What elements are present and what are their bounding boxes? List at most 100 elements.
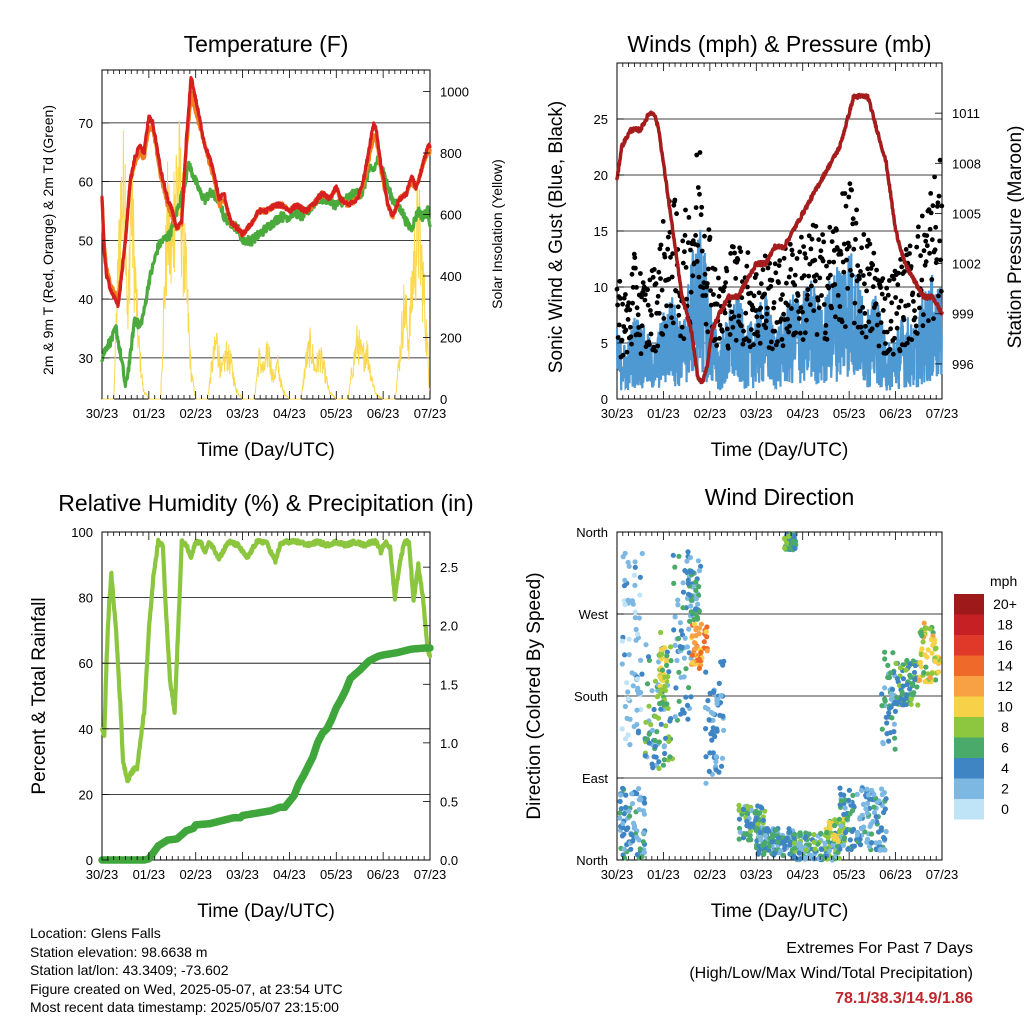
gust-point	[803, 255, 809, 261]
gust-point	[649, 312, 654, 318]
direction-point	[921, 620, 927, 626]
direction-point	[882, 696, 888, 702]
speed-legend-swatch	[954, 676, 984, 697]
temperature-y2-tick-label: 200	[440, 331, 462, 346]
direction-point	[631, 572, 638, 578]
gust-point	[646, 342, 652, 347]
gust-point	[750, 305, 756, 310]
direction-point	[645, 654, 652, 660]
gust-point	[796, 309, 801, 314]
direction-point	[827, 825, 833, 831]
gust-point	[731, 244, 736, 250]
gust-point	[809, 236, 815, 242]
gust-point	[778, 297, 784, 302]
gust-point	[800, 337, 806, 342]
direction-point	[661, 674, 667, 680]
gust-point	[857, 276, 862, 282]
gust-point	[815, 297, 821, 303]
direction-point	[908, 696, 914, 702]
winds-y2-tick-label: 1002	[952, 257, 981, 272]
direction-point	[636, 807, 642, 813]
direction-point	[858, 787, 865, 794]
direction-point	[826, 848, 833, 854]
direction-point	[636, 615, 642, 621]
direction-point	[922, 652, 928, 658]
gust-point	[733, 276, 739, 281]
extremes-block: Extremes For Past 7 Days (High/Low/Max W…	[689, 936, 973, 1011]
direction-point	[675, 597, 681, 603]
wind-direction-x-tick-label: 04/23	[786, 867, 819, 882]
direction-point	[666, 669, 672, 675]
direction-point	[658, 706, 664, 712]
extremes-values: 78.1/38.3/14.9/1.86	[835, 990, 973, 1007]
gust-point	[763, 318, 769, 324]
gust-point	[793, 330, 799, 336]
gust-point	[651, 344, 657, 350]
winds-y-tick-label: 15	[594, 224, 608, 239]
wind-direction-x-axis-label: Time (Day/UTC)	[711, 901, 849, 922]
direction-point	[684, 702, 691, 709]
direction-point	[632, 559, 638, 565]
direction-point	[709, 737, 715, 743]
direction-point	[857, 836, 863, 842]
humidity-y-tick-label: 0	[86, 853, 93, 868]
direction-point	[659, 651, 665, 657]
gust-point	[858, 269, 863, 274]
direction-point	[618, 792, 624, 798]
gust-point	[776, 280, 781, 286]
temperature-y-tick-label: 30	[79, 351, 93, 366]
gust-point	[686, 215, 692, 220]
humidity-y2-tick-label: 1.0	[440, 736, 458, 751]
direction-point	[782, 545, 788, 551]
gust-point	[801, 244, 806, 250]
gust-point	[794, 298, 799, 304]
humidity-y2-tick-label: 1.5	[440, 677, 458, 692]
gust-point	[619, 337, 625, 343]
gust-point	[795, 293, 801, 298]
gust-point	[923, 238, 929, 244]
gust-point	[712, 267, 718, 272]
direction-point	[652, 737, 658, 744]
gust-point	[683, 265, 689, 270]
gust-point	[721, 288, 726, 294]
direction-point	[888, 670, 894, 676]
gust-point	[638, 271, 643, 276]
direction-point	[673, 685, 679, 691]
direction-point	[778, 848, 784, 854]
direction-point	[652, 678, 659, 684]
humidity-y-axis-label: Percent & Total Rainfall	[29, 597, 50, 794]
gust-point	[663, 323, 669, 329]
gust-point	[697, 150, 703, 155]
gust-point	[763, 325, 769, 331]
direction-point	[883, 796, 889, 802]
gust-point	[859, 330, 865, 336]
gust-point	[674, 211, 679, 217]
direction-point	[838, 823, 844, 829]
gust-point	[867, 271, 872, 277]
gust-point	[894, 311, 900, 316]
gust-point	[807, 302, 813, 308]
gust-point	[843, 203, 849, 209]
direction-point	[881, 809, 887, 816]
temperature-x-tick-label: 04/23	[273, 406, 306, 421]
speed-legend-label: 14	[997, 658, 1013, 674]
gust-point	[776, 263, 782, 268]
direction-point	[885, 662, 891, 669]
direction-point	[757, 829, 763, 836]
gust-point	[693, 233, 698, 238]
direction-point	[797, 856, 804, 862]
gust-point	[758, 305, 764, 311]
direction-point	[677, 644, 683, 650]
gust-point	[932, 247, 938, 253]
direction-point	[792, 545, 798, 552]
gust-point	[703, 321, 709, 327]
gust-point	[639, 323, 645, 329]
direction-point	[790, 854, 797, 860]
gust-point	[719, 328, 725, 334]
direction-point	[619, 833, 626, 839]
gust-point	[655, 293, 661, 299]
gust-point	[780, 292, 785, 298]
gust-point	[669, 315, 674, 321]
direction-point	[773, 827, 779, 833]
gust-point	[654, 300, 660, 305]
